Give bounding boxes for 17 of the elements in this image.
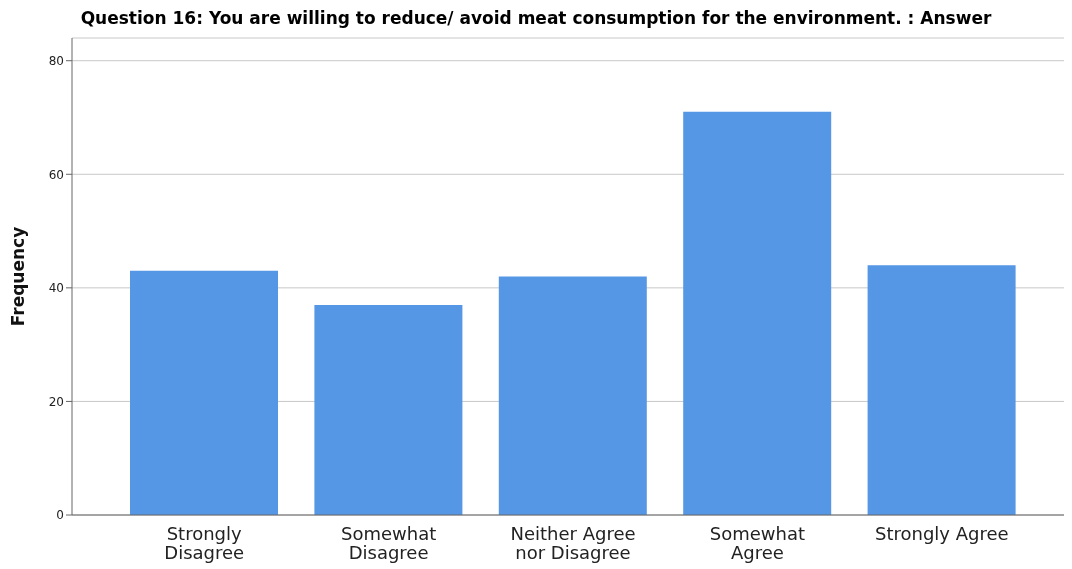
bar <box>683 111 832 515</box>
x-tick-label: Strongly Disagree <box>164 522 245 563</box>
bar <box>130 270 278 515</box>
y-tick-label: 40 <box>48 281 64 296</box>
x-tick-label: Somewhat Disagree <box>340 522 437 563</box>
x-tick-label: Strongly Agree <box>875 522 1009 544</box>
y-tick-label: 60 <box>48 167 64 182</box>
bar <box>498 276 647 515</box>
y-tick-label: 80 <box>48 53 64 68</box>
bar <box>314 304 463 515</box>
chart-title: Question 16: You are willing to reduce/ avoid meat consumption for the environment. : Answer <box>79 7 993 30</box>
bar <box>867 265 1016 515</box>
y-tick-label: 20 <box>48 394 64 409</box>
x-tick-label: Neither Agree nor Disagree <box>510 522 636 563</box>
y-tick-label: 0 <box>56 508 64 523</box>
y-axis-title: Frequency <box>8 226 29 327</box>
x-tick-label: Somewhat Agree <box>709 522 806 563</box>
